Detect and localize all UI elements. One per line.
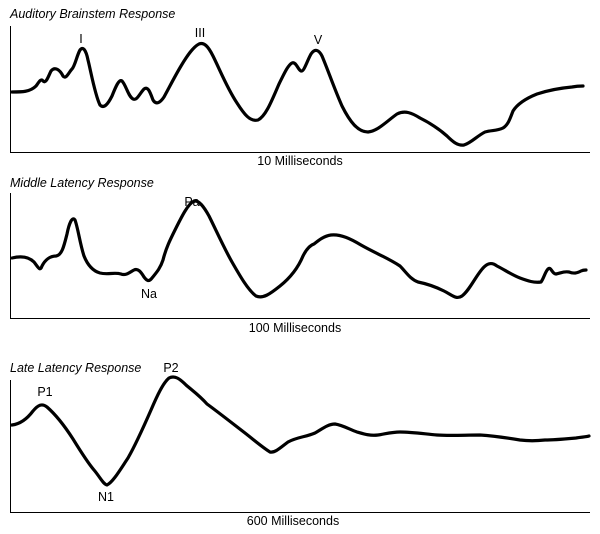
panel-title-mlr: Middle Latency Response	[10, 176, 154, 190]
panel-title-llr: Late Latency Response	[10, 361, 141, 375]
peak-label-pa: Pa	[184, 195, 199, 209]
peak-label-n1: N1	[98, 490, 114, 504]
waveform-abr	[10, 41, 585, 147]
panel-mlr: Middle Latency Response Pa Na 100 Millis…	[10, 176, 590, 335]
panel-abr: Auditory Brainstem Response I III V 10 M…	[9, 7, 590, 168]
panel-llr: Late Latency Response P1 P2 N1 600 Milli…	[10, 361, 591, 528]
panel-title-abr: Auditory Brainstem Response	[9, 7, 175, 21]
waveform-llr	[10, 375, 591, 487]
axis-caption-mlr: 100 Milliseconds	[249, 321, 341, 335]
peak-label-i: I	[79, 32, 82, 46]
peak-label-p2: P2	[163, 361, 178, 375]
peak-label-v: V	[314, 33, 323, 47]
axis-caption-abr: 10 Milliseconds	[257, 154, 342, 168]
waveform-mlr	[10, 199, 588, 300]
peak-label-iii: III	[195, 26, 205, 40]
axis-caption-llr: 600 Milliseconds	[247, 514, 339, 528]
peak-label-p1: P1	[37, 385, 52, 399]
peak-label-na: Na	[141, 287, 157, 301]
